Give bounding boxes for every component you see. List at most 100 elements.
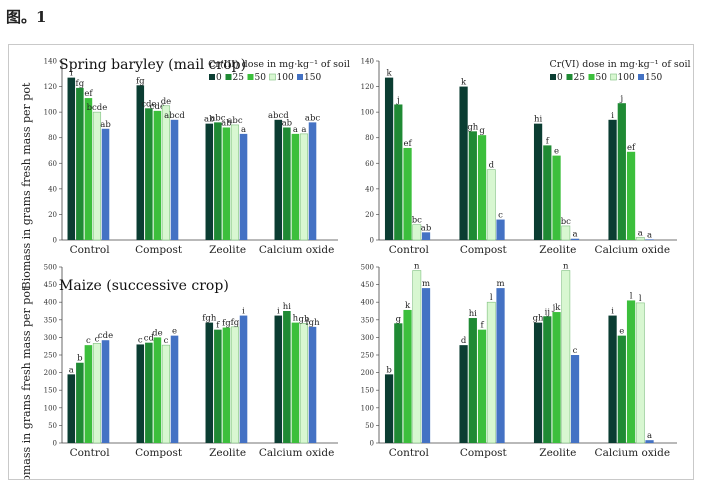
y-tick-label: 80 xyxy=(365,134,374,142)
bar-compost-150 xyxy=(170,335,179,443)
bar-letter-label: cde xyxy=(98,331,113,341)
bar-zeolite-150 xyxy=(570,355,580,443)
bar-calcium-oxide-25 xyxy=(617,335,626,443)
legend-label-0: 0 xyxy=(557,73,563,83)
bar-letter-label: ab xyxy=(282,118,293,128)
bar-control-0 xyxy=(67,374,76,443)
legend-swatch-50 xyxy=(588,74,595,80)
bar-zeolite-50 xyxy=(222,327,231,443)
bar-calcium-oxide-50 xyxy=(291,133,300,240)
bar-compost-0 xyxy=(459,345,468,443)
y-tick-label: 300 xyxy=(44,334,57,342)
bar-control-50 xyxy=(403,147,412,240)
bar-compost-100 xyxy=(161,344,171,444)
bar-zeolite-150 xyxy=(239,133,248,240)
bar-control-25 xyxy=(76,362,84,443)
y-tick-label: 250 xyxy=(44,352,57,360)
bar-letter-label: e xyxy=(172,327,177,337)
category-label: Control xyxy=(70,244,111,256)
bar-calcium-oxide-100 xyxy=(299,323,309,444)
bar-letter-label: g xyxy=(396,314,402,324)
bar-compost-100 xyxy=(161,105,171,241)
bar-calcium-oxide-150 xyxy=(645,239,654,240)
y-tick-label: 100 xyxy=(361,404,374,412)
bar-letter-label: a xyxy=(69,365,74,375)
bar-letter-label: hi xyxy=(283,302,291,312)
y-tick-label: 200 xyxy=(361,369,374,377)
bar-control-0 xyxy=(67,77,76,240)
bar-letter-label: l xyxy=(630,291,633,301)
bar-letter-label: gh xyxy=(299,314,310,324)
bar-letter-label: fg xyxy=(76,79,85,89)
bar-letter-label: c xyxy=(164,336,169,346)
y-tick-label: 60 xyxy=(48,160,57,168)
bar-letter-label: b xyxy=(77,354,83,364)
bar-letter-label: ef xyxy=(627,143,636,153)
bar-letter-label: bc xyxy=(412,216,422,226)
bar-zeolite-0 xyxy=(533,123,543,240)
bar-calcium-oxide-150 xyxy=(308,122,317,240)
bar-compost-50 xyxy=(153,110,162,240)
bar-letter-label: ab xyxy=(421,223,432,233)
bar-letter-label: k xyxy=(387,69,393,79)
legend-swatch-50 xyxy=(247,74,254,80)
bar-letter-label: ij xyxy=(545,307,550,317)
bar-calcium-oxide-25 xyxy=(283,311,291,443)
category-label: Compost xyxy=(460,447,508,459)
bar-zeolite-100 xyxy=(561,270,571,444)
bar-letter-label: de xyxy=(152,328,162,338)
bar-zeolite-100 xyxy=(230,326,240,444)
bar-zeolite-150 xyxy=(239,315,248,443)
bar-control-25 xyxy=(394,323,403,443)
bar-calcium-oxide-100 xyxy=(635,237,645,241)
y-tick-label: 140 xyxy=(44,58,57,66)
bar-calcium-oxide-0 xyxy=(274,119,283,240)
bar-letter-label: i xyxy=(242,307,245,317)
bar-letter-label: e xyxy=(619,327,624,337)
bar-zeolite-25 xyxy=(214,329,222,443)
legend-label-50: 50 xyxy=(255,73,267,83)
bar-zeolite-0 xyxy=(533,322,543,443)
bar-calcium-oxide-50 xyxy=(626,151,636,240)
bar-letter-label: h xyxy=(293,314,299,324)
category-label: Control xyxy=(70,447,111,459)
y-tick-label: 0 xyxy=(53,440,57,448)
y-tick-label: 20 xyxy=(48,211,57,219)
bar-letter-label: bcde xyxy=(87,103,108,113)
category-label: Zeolite xyxy=(209,244,246,256)
bar-letter-label: ab xyxy=(204,115,215,125)
figure-label: 图。1 xyxy=(6,8,47,26)
bar-letter-label: a xyxy=(638,228,643,238)
bar-control-150 xyxy=(421,232,431,240)
bar-letter-label: a xyxy=(293,125,298,135)
bar-control-50 xyxy=(84,345,93,443)
y-tick-label: 120 xyxy=(361,83,374,91)
bar-zeolite-0 xyxy=(205,123,214,240)
figure-canvas: Biomass in grams fresh mass per pot Biom… xyxy=(20,57,691,479)
bar-zeolite-25 xyxy=(543,316,552,443)
bar-letter-label: c xyxy=(95,334,100,344)
bar-letter-label: ef xyxy=(403,139,412,149)
bar-letter-label: ab xyxy=(221,118,232,128)
bar-zeolite-50 xyxy=(222,127,231,240)
panel-title: Maize (successive crop) xyxy=(59,278,229,294)
bar-letter-label: abc xyxy=(305,113,321,123)
bar-letter-label: ef xyxy=(84,89,93,99)
ylabel-top: Biomass in grams fresh mass per pot xyxy=(20,82,33,289)
bar-compost-50 xyxy=(153,337,162,443)
legend-label-150: 150 xyxy=(304,73,321,83)
bar-letter-label: c xyxy=(498,211,503,221)
bar-letter-label: a xyxy=(647,431,652,441)
y-tick-label: 200 xyxy=(44,369,57,377)
bar-letter-label: a xyxy=(241,125,246,135)
bar-letter-label: l xyxy=(490,293,493,303)
bar-zeolite-150 xyxy=(570,238,580,240)
bar-control-50 xyxy=(403,309,412,443)
y-tick-label: 0 xyxy=(370,440,374,448)
bar-compost-0 xyxy=(459,86,468,240)
bar-compost-25 xyxy=(468,318,477,443)
category-label: Zeolite xyxy=(539,447,576,459)
bar-letter-label: n xyxy=(563,262,569,272)
bar-calcium-oxide-25 xyxy=(283,127,291,240)
bar-letter-label: c xyxy=(86,336,91,346)
